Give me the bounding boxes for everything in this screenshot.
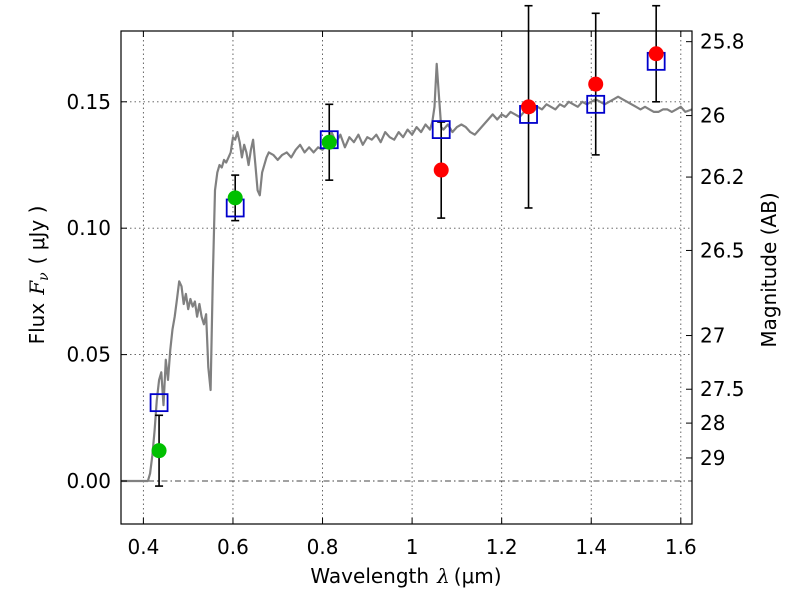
y-axis-ticks: 0.00 0.05 0.10 0.15 (66, 90, 127, 493)
model-photometry-series (149, 51, 666, 413)
model-point (149, 393, 169, 413)
y-axis-label-unit: ( μJy ) (25, 206, 49, 265)
nir-point (433, 162, 449, 178)
optical-point (151, 443, 167, 459)
x-axis-label-text: Wavelength (310, 564, 429, 588)
magnitude-tick-label: 26.5 (700, 238, 745, 262)
x-tick-label: 1.2 (486, 535, 518, 559)
nir-point (521, 99, 537, 115)
y-tick-label: 0.15 (66, 90, 111, 114)
y-axis-label: Flux Fν ( μJy ) (25, 206, 52, 345)
optical-point (227, 190, 243, 206)
model-point (431, 120, 451, 139)
x-tick-label: 0.6 (217, 535, 249, 559)
magnitude-tick-label: 26 (700, 104, 725, 128)
magnitude-tick-label: 27 (700, 324, 725, 348)
x-axis-label-symbol: λ (436, 564, 450, 588)
magnitude-axis-ticks: 25.8 26 26.2 26.5 27 27.5 28 29 (686, 30, 745, 470)
magnitude-tick-label: 27.5 (700, 377, 745, 401)
magnitude-tick-label: 29 (700, 446, 725, 470)
nir-point (648, 46, 664, 62)
magnitude-tick-label: 28 (700, 411, 725, 435)
x-tick-label: 1.6 (665, 535, 697, 559)
x-tick-label: 0.8 (307, 535, 339, 559)
optical-photometry-series (151, 134, 337, 459)
nir-photometry-series (433, 46, 664, 178)
y-tick-label: 0.00 (66, 469, 111, 493)
x-axis-label: Wavelength λ (μm) (310, 564, 501, 588)
right-axis-label: Magnitude (AB) (757, 192, 781, 347)
magnitude-tick-label: 25.8 (700, 30, 745, 54)
x-tick-label: 1 (406, 535, 419, 559)
errorbars (155, 4, 661, 487)
magnitude-tick-label: 26.2 (700, 165, 745, 189)
y-axis-label-subscript: ν (36, 272, 52, 281)
x-tick-label: 1.4 (575, 535, 607, 559)
y-tick-label: 0.10 (66, 216, 111, 240)
y-tick-label: 0.05 (66, 343, 111, 367)
plot-frame (120, 30, 693, 525)
y-axis-label-text: Flux (25, 303, 49, 345)
optical-point (321, 134, 337, 150)
x-tick-label: 0.4 (127, 535, 159, 559)
x-axis-label-unit: (μm) (454, 564, 502, 588)
x-axis-ticks: 0.4 0.6 0.8 1 1.2 1.4 1.6 (127, 31, 697, 559)
grid (121, 31, 692, 524)
nir-point (588, 76, 604, 92)
model-point (586, 94, 606, 114)
y-axis-label-symbol: F (25, 280, 49, 296)
spectrum-line (121, 62, 693, 483)
spectrum-series (121, 62, 693, 483)
